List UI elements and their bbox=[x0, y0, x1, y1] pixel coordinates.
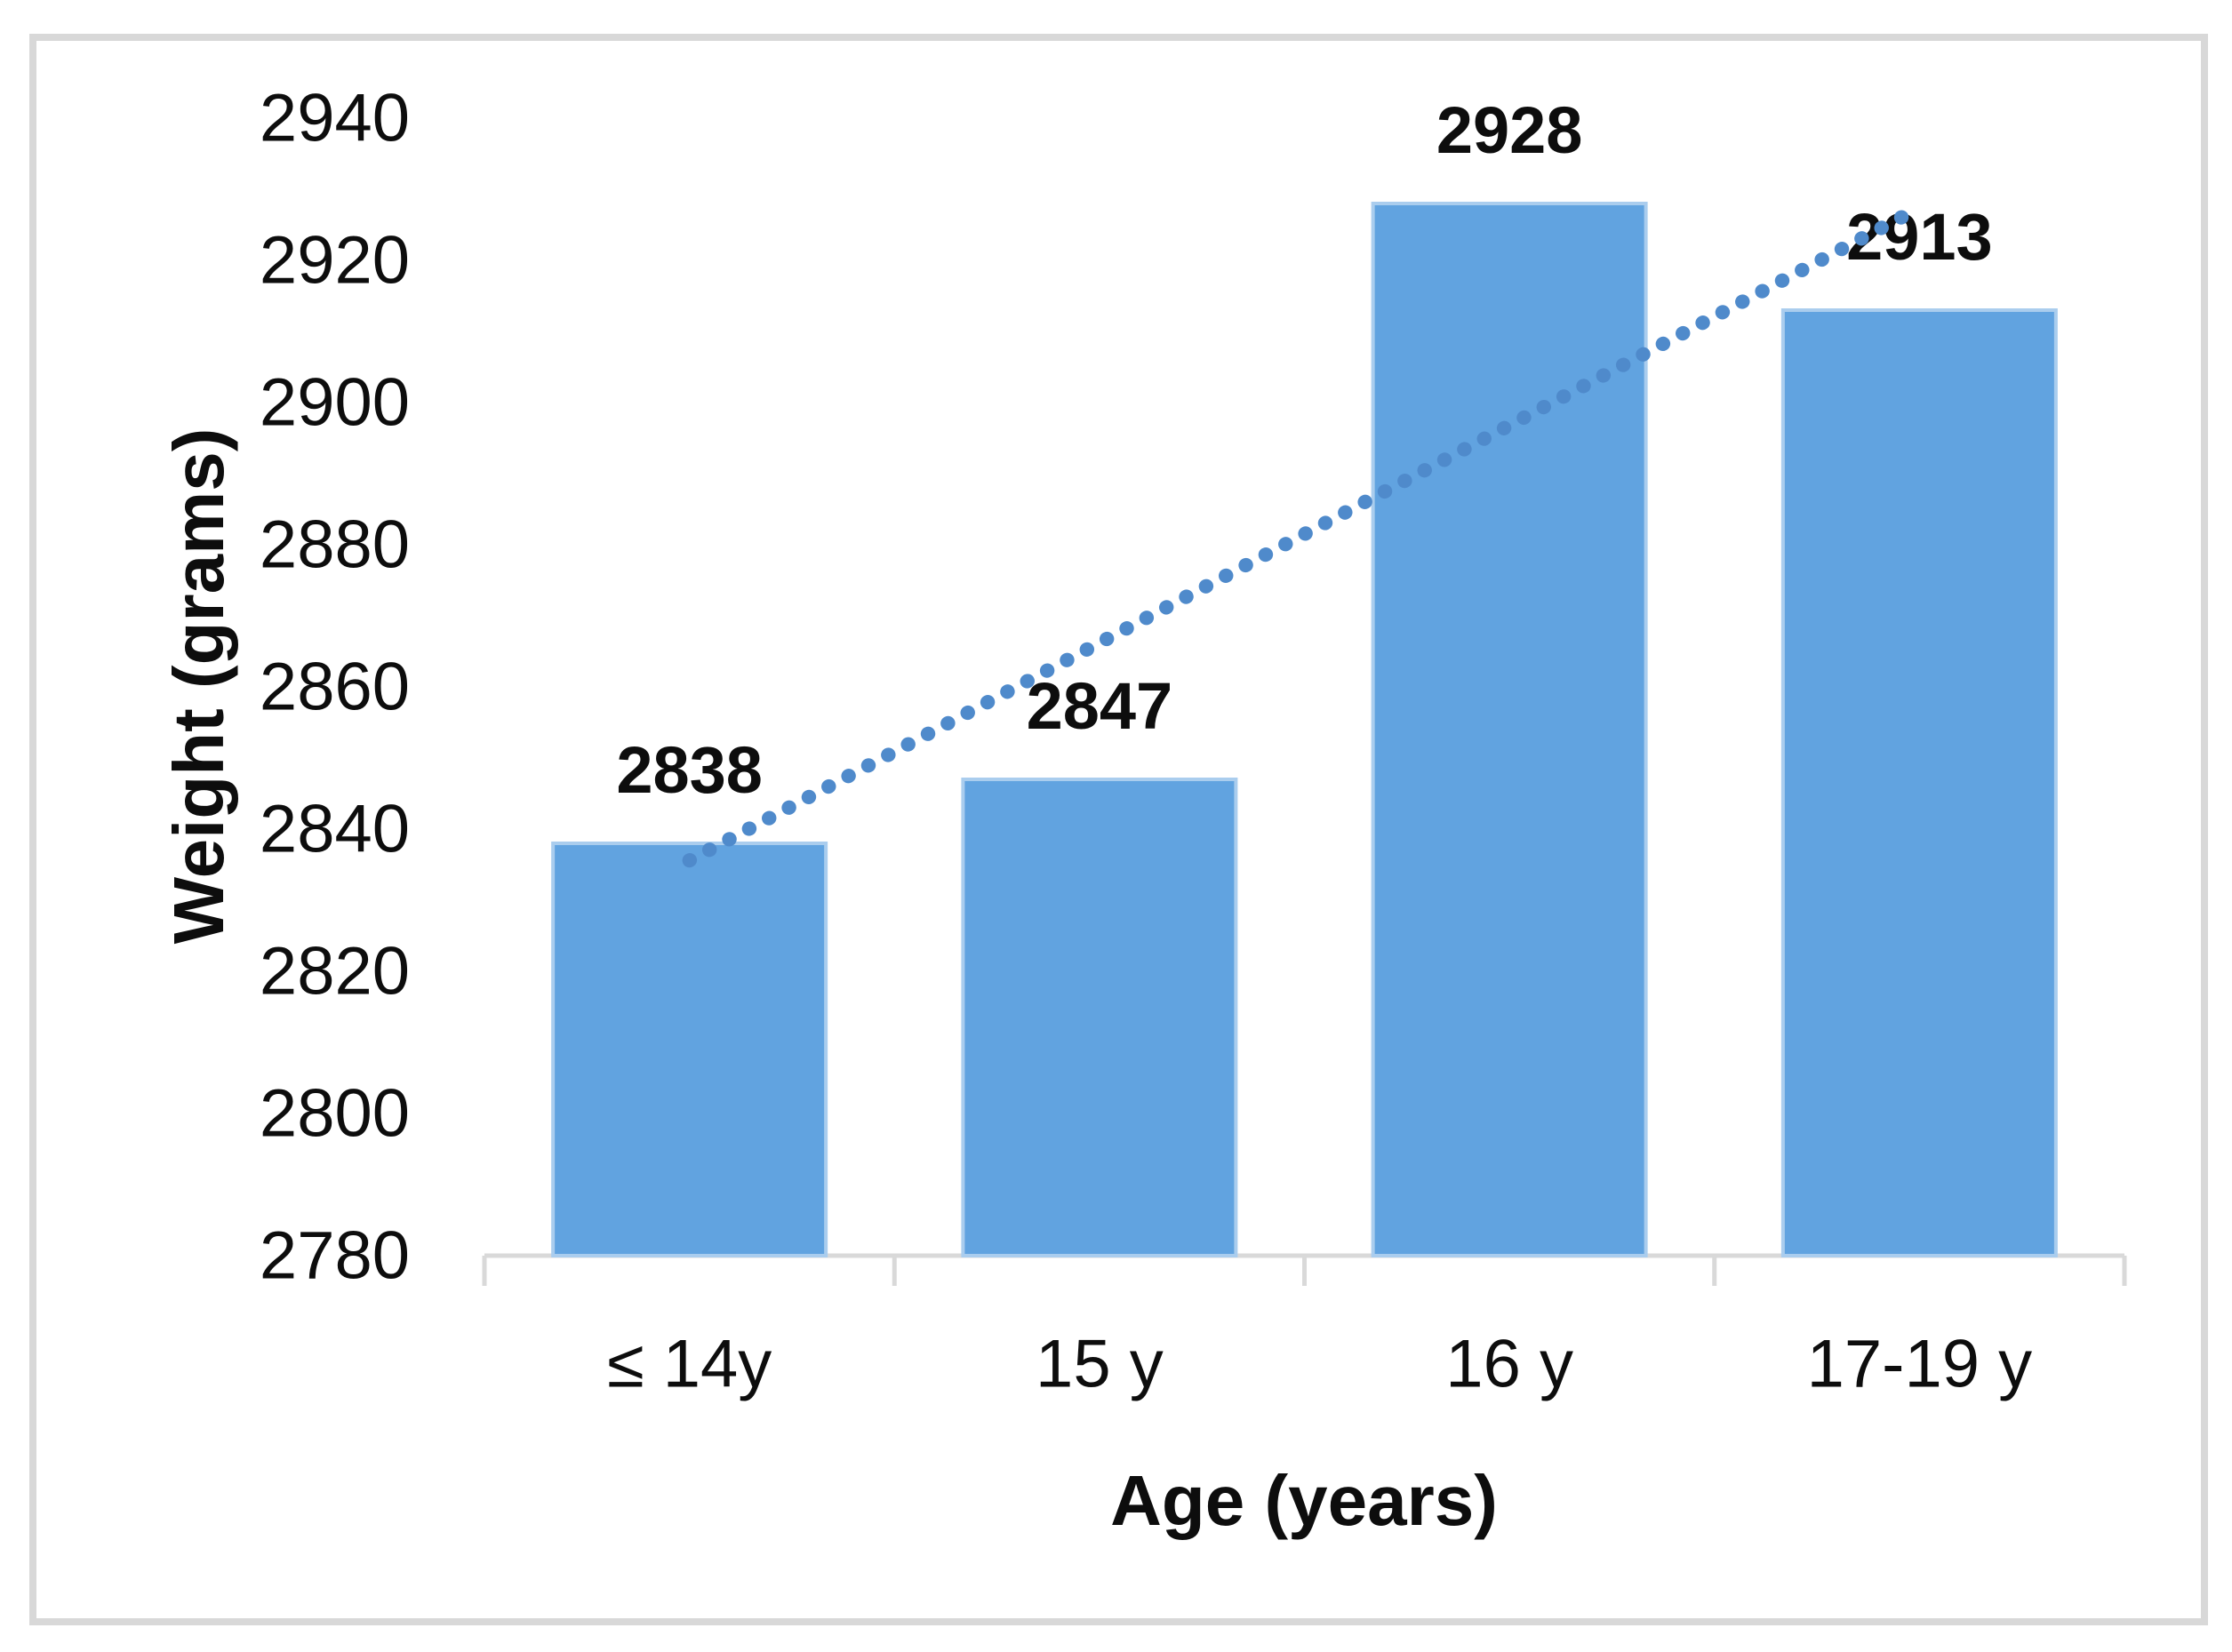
bar-value-label: 2838 bbox=[616, 733, 763, 807]
bar-value-label: 2847 bbox=[1027, 669, 1173, 743]
y-tick-label: 2860 bbox=[260, 650, 410, 725]
bar bbox=[961, 778, 1238, 1257]
x-category-label: ≤ 14y bbox=[607, 1327, 772, 1402]
bar bbox=[1371, 202, 1648, 1257]
bar-value-label: 2913 bbox=[1846, 200, 1993, 274]
x-category-label: 16 y bbox=[1445, 1327, 1573, 1402]
y-tick-label: 2800 bbox=[260, 1076, 410, 1152]
bar bbox=[1780, 308, 2058, 1257]
x-category-label: 17-19 y bbox=[1807, 1327, 2033, 1402]
bar bbox=[551, 842, 828, 1257]
y-tick-label: 2780 bbox=[260, 1218, 410, 1294]
trendline-dotted bbox=[682, 200, 1927, 868]
y-tick-label: 2920 bbox=[260, 223, 410, 299]
y-axis-title: Weight (grams) bbox=[159, 427, 238, 945]
y-tick-label: 2900 bbox=[260, 365, 410, 441]
x-category-label: 15 y bbox=[1036, 1327, 1164, 1402]
bar-value-label: 2928 bbox=[1436, 93, 1583, 167]
y-tick-label: 2840 bbox=[260, 792, 410, 867]
y-tick-label: 2820 bbox=[260, 934, 410, 1010]
y-tick-label: 2880 bbox=[260, 507, 410, 583]
x-axis-title: Age (years) bbox=[1110, 1461, 1498, 1540]
y-tick-label: 2940 bbox=[260, 81, 410, 156]
